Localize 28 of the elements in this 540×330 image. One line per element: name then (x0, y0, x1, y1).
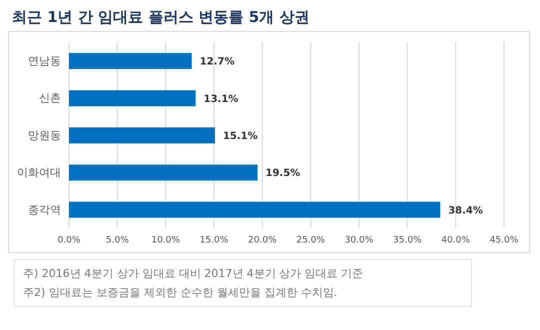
y-tick-label: 신촌 (39, 92, 61, 105)
y-tick-label: 이화여대 (17, 166, 61, 180)
x-tick-label: 40.0% (441, 235, 470, 246)
data-label: 38.4% (448, 205, 483, 216)
x-tick-label: 30.0% (344, 235, 374, 246)
bar (69, 202, 440, 218)
bar (69, 90, 196, 106)
bar (69, 53, 192, 69)
x-tick-label: 10.0% (151, 235, 180, 246)
text: 주) 2016년 4분기 상가 임대료 대비 2017년 4분기 상가 임대료 기준 (23, 266, 364, 282)
bar (69, 164, 258, 181)
chart-title: 최근 1년 간 임대료 플러스 변동률 5개 상권 (12, 8, 310, 27)
y-tick-label: 연남동 (28, 54, 61, 68)
bar (69, 127, 215, 144)
y-tick-label: 종각역 (28, 203, 61, 216)
x-tick-label: 45.0% (490, 235, 519, 246)
x-tick-label: 20.0% (248, 235, 278, 246)
data-label: 19.5% (266, 168, 300, 180)
data-label: 13.1% (204, 94, 238, 105)
x-tick-label: 25.0% (296, 235, 326, 246)
data-label: 12.7% (200, 56, 234, 68)
x-tick-label: 35.0% (393, 235, 422, 246)
x-tick-label: 5.0% (106, 235, 130, 246)
y-tick-label: 망원동 (28, 128, 61, 142)
x-tick-label: 15.0% (200, 235, 229, 246)
data-label: 15.1% (222, 130, 258, 142)
text: 주2) 임대료는 보증금을 제외한 순수한 월세만을 집계한 수치임. (23, 285, 338, 301)
x-tick-label: 0.0% (58, 235, 81, 246)
